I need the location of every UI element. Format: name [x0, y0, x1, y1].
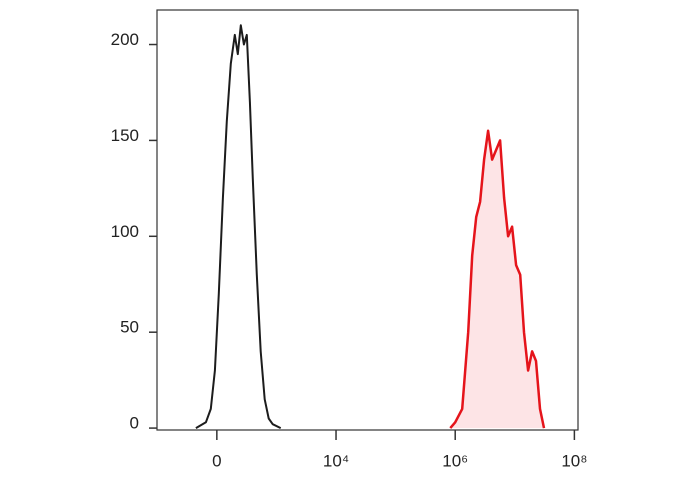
x-tick-label: 0: [212, 451, 221, 470]
histogram-line: [449, 129, 546, 429]
x-tick-label: 10⁴: [323, 451, 349, 470]
y-tick-label: 200: [111, 30, 139, 49]
histogram-line: [195, 24, 282, 429]
y-tick-label: 0: [130, 414, 139, 433]
y-tick-label: 150: [111, 126, 139, 145]
y-tick-label: 50: [120, 318, 139, 337]
x-tick-label: 10⁸: [561, 451, 587, 470]
y-tick-label: 100: [111, 222, 139, 241]
plot-frame: [156, 9, 579, 431]
x-tick-label: 10⁶: [442, 451, 468, 470]
area: [450, 130, 544, 429]
